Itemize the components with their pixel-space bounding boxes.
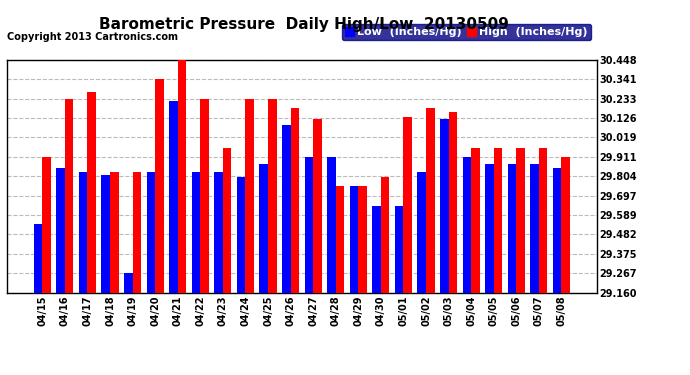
Bar	[79, 171, 88, 292]
Bar	[336, 186, 344, 292]
Bar	[395, 206, 404, 292]
Bar	[132, 171, 141, 292]
Bar	[516, 148, 525, 292]
Bar	[65, 99, 73, 292]
Bar	[508, 164, 516, 292]
Bar	[426, 108, 435, 292]
Bar	[417, 171, 426, 292]
Bar	[440, 119, 449, 292]
Bar	[223, 148, 231, 292]
Bar	[562, 157, 570, 292]
Bar	[553, 168, 562, 292]
Bar	[155, 80, 164, 292]
Bar	[246, 99, 254, 292]
Bar	[327, 157, 336, 292]
Bar	[494, 148, 502, 292]
Bar	[304, 157, 313, 292]
Bar	[313, 119, 322, 292]
Bar	[192, 171, 200, 292]
Bar	[404, 117, 412, 292]
Bar	[381, 177, 389, 292]
Text: Copyright 2013 Cartronics.com: Copyright 2013 Cartronics.com	[7, 32, 178, 42]
Bar	[539, 148, 547, 292]
Bar	[57, 168, 65, 292]
Bar	[110, 171, 119, 292]
Bar	[485, 164, 494, 292]
Bar	[146, 171, 155, 292]
Bar	[448, 112, 457, 292]
Bar	[282, 124, 290, 292]
Bar	[34, 224, 42, 292]
Text: Barometric Pressure  Daily High/Low  20130509: Barometric Pressure Daily High/Low 20130…	[99, 17, 509, 32]
Bar	[358, 186, 367, 292]
Bar	[88, 92, 96, 292]
Bar	[350, 186, 358, 292]
Legend: Low  (Inches/Hg), High  (Inches/Hg): Low (Inches/Hg), High (Inches/Hg)	[342, 24, 591, 40]
Bar	[268, 99, 277, 292]
Bar	[215, 171, 223, 292]
Bar	[124, 273, 132, 292]
Bar	[531, 164, 539, 292]
Bar	[290, 108, 299, 292]
Bar	[373, 206, 381, 292]
Bar	[101, 175, 110, 292]
Bar	[237, 177, 246, 292]
Bar	[169, 101, 178, 292]
Bar	[200, 99, 209, 292]
Bar	[471, 148, 480, 292]
Bar	[462, 157, 471, 292]
Bar	[42, 157, 51, 292]
Bar	[178, 60, 186, 292]
Bar	[259, 164, 268, 292]
